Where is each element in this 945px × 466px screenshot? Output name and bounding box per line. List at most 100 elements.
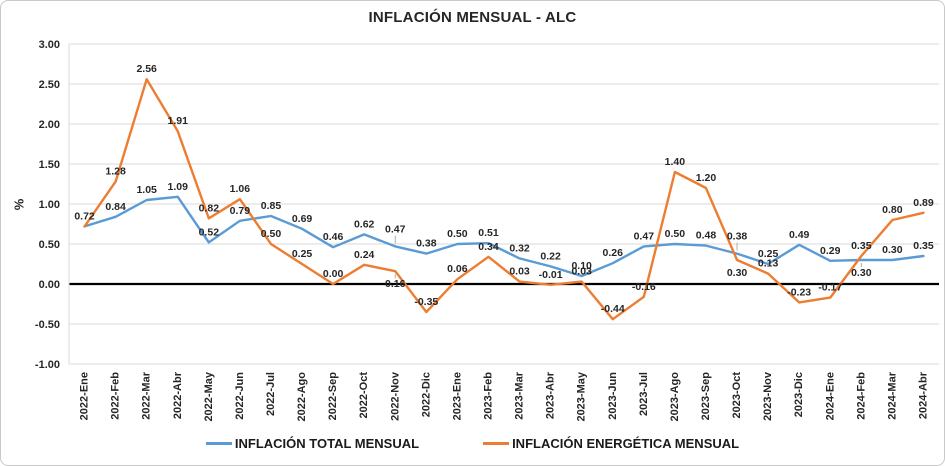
data-label: 0.38: [727, 231, 748, 243]
x-tick-label: 2024-Feb: [855, 372, 867, 420]
y-tick-label: 3.00: [39, 39, 60, 51]
data-label: 0.49: [789, 229, 810, 241]
data-label: 0.46: [323, 231, 344, 243]
data-label: 0.84: [105, 201, 126, 213]
series-line-total: [83, 195, 925, 278]
data-label: 0.34: [478, 241, 499, 253]
x-tick-label: 2023-May: [576, 371, 588, 421]
data-label: 0.62: [354, 218, 375, 230]
x-tick-label: 2022-Oct: [358, 372, 370, 419]
x-tick-label: 2024-Abr: [917, 371, 929, 419]
x-tick-label: 2023-Abr: [545, 371, 557, 419]
data-label: 0.30: [882, 244, 903, 256]
x-tick-label: 2022-Abr: [172, 371, 184, 419]
x-tick-label: 2022-Ene: [79, 372, 91, 420]
x-tick-label: 2022-Dic: [420, 372, 432, 417]
series-line-energetica: [83, 77, 925, 321]
y-tick-label: 2.00: [39, 119, 60, 131]
data-label: 0.16: [385, 278, 406, 290]
x-tick-label: 2023-Ene: [451, 372, 463, 420]
data-label: 0.38: [416, 238, 437, 250]
x-tick-label: 2023-Nov: [762, 371, 774, 421]
x-tick-label: 2023-Jul: [638, 372, 650, 416]
x-tick-label: 2022-Sep: [327, 372, 339, 421]
data-label: 0.06: [447, 263, 468, 275]
y-tick-label: -0.50: [35, 319, 60, 331]
data-label: 1.09: [168, 181, 189, 193]
data-label: 2.56: [136, 63, 157, 75]
data-label: 0.51: [478, 227, 499, 239]
data-label: 0.48: [696, 230, 717, 242]
data-label: 0.47: [634, 230, 655, 242]
data-label: -0.01: [539, 269, 563, 281]
data-label: 0.35: [851, 240, 872, 252]
data-label: 0.50: [447, 228, 468, 240]
data-label: 0.25: [758, 248, 779, 260]
data-label: 0.26: [603, 247, 624, 259]
data-label: 0.82: [199, 202, 220, 214]
data-label: 1.28: [105, 166, 126, 178]
data-label: -0.35: [414, 296, 438, 308]
x-tick-label: 2022-Jun: [234, 372, 246, 420]
data-label: 0.35: [913, 240, 934, 252]
y-tick-label: 0.50: [39, 239, 60, 251]
x-tick-label: 2022-Feb: [110, 372, 122, 420]
y-tick-label: 0.00: [39, 279, 60, 291]
data-label: 0.52: [199, 226, 220, 238]
data-label: 0.80: [882, 204, 903, 216]
legend: INFLACIÓN TOTAL MENSUAL INFLACIÓN ENERGÉ…: [1, 436, 944, 451]
data-label: 0.24: [354, 249, 375, 261]
legend-label-total: INFLACIÓN TOTAL MENSUAL: [234, 436, 420, 451]
data-label: 0.85: [261, 200, 282, 212]
data-label: 0.79: [230, 205, 251, 217]
data-label: 1.91: [168, 115, 189, 127]
legend-swatch-total-icon: [205, 442, 232, 445]
chart-title: INFLACIÓN MENSUAL - ALC: [368, 9, 577, 26]
x-tick-label: 2022-Nov: [389, 371, 401, 421]
data-label: -0.17: [818, 282, 842, 294]
x-tick-label: 2023-Oct: [731, 372, 743, 419]
data-label: 0.50: [261, 228, 282, 240]
x-tick-label: 2022-May: [203, 371, 215, 421]
data-label: 0.25: [292, 248, 313, 260]
data-label: 0.30: [851, 267, 872, 279]
data-label: 1.20: [696, 172, 717, 184]
y-tick-label: 1.00: [39, 199, 60, 211]
x-tick-label: 2023-Jun: [607, 372, 619, 420]
x-tick-label: 2023-Dic: [793, 372, 805, 417]
plot-area: 3.00 2.50 2.00 1.50 1.00 0.50 0.00 -0.50 -1.00 20…: [35, 39, 939, 422]
x-tick-label: 2022-Jul: [265, 372, 277, 416]
data-label: 0.13: [758, 258, 779, 270]
data-label: 0.32: [509, 242, 530, 254]
data-label: 1.06: [230, 183, 251, 195]
data-label: 0.03: [509, 266, 530, 278]
data-label: 0.22: [540, 250, 561, 262]
data-label: 0.47: [385, 223, 406, 235]
data-label: 1.40: [665, 156, 686, 168]
data-label: 0.29: [820, 245, 841, 257]
x-tick-label: 2023-Sep: [700, 372, 712, 421]
legend-item-energetica: INFLACIÓN ENERGÉTICA MENSUAL: [483, 436, 739, 451]
x-tick-label: 2024-Ene: [824, 372, 836, 420]
legend-item-total: INFLACIÓN TOTAL MENSUAL: [205, 436, 420, 451]
data-label: 0.69: [292, 213, 313, 225]
data-label: 0.10: [571, 260, 592, 272]
data-label: 1.05: [136, 184, 157, 196]
data-label: 0.30: [727, 267, 748, 279]
x-tick-label: 2024-Mar: [886, 371, 898, 419]
legend-swatch-energetica-icon: [483, 442, 510, 445]
data-label: 0.50: [665, 228, 686, 240]
y-tick-label: 1.50: [39, 159, 60, 171]
data-label: 0.03: [571, 266, 592, 278]
x-tick-label: 2023-Feb: [482, 372, 494, 420]
data-label: 0.89: [913, 197, 934, 209]
y-tick-label: 2.50: [39, 79, 60, 91]
x-tick-label: 2022-Mar: [141, 371, 153, 419]
data-label: 0.00: [323, 268, 344, 280]
x-tick-label: 2022-Ago: [296, 372, 308, 422]
data-label: -0.44: [601, 303, 625, 315]
legend-label-energetica: INFLACIÓN ENERGÉTICA MENSUAL: [512, 436, 740, 451]
data-label: -0.16: [632, 281, 656, 293]
x-tick-label: 2023-Mar: [514, 371, 526, 419]
